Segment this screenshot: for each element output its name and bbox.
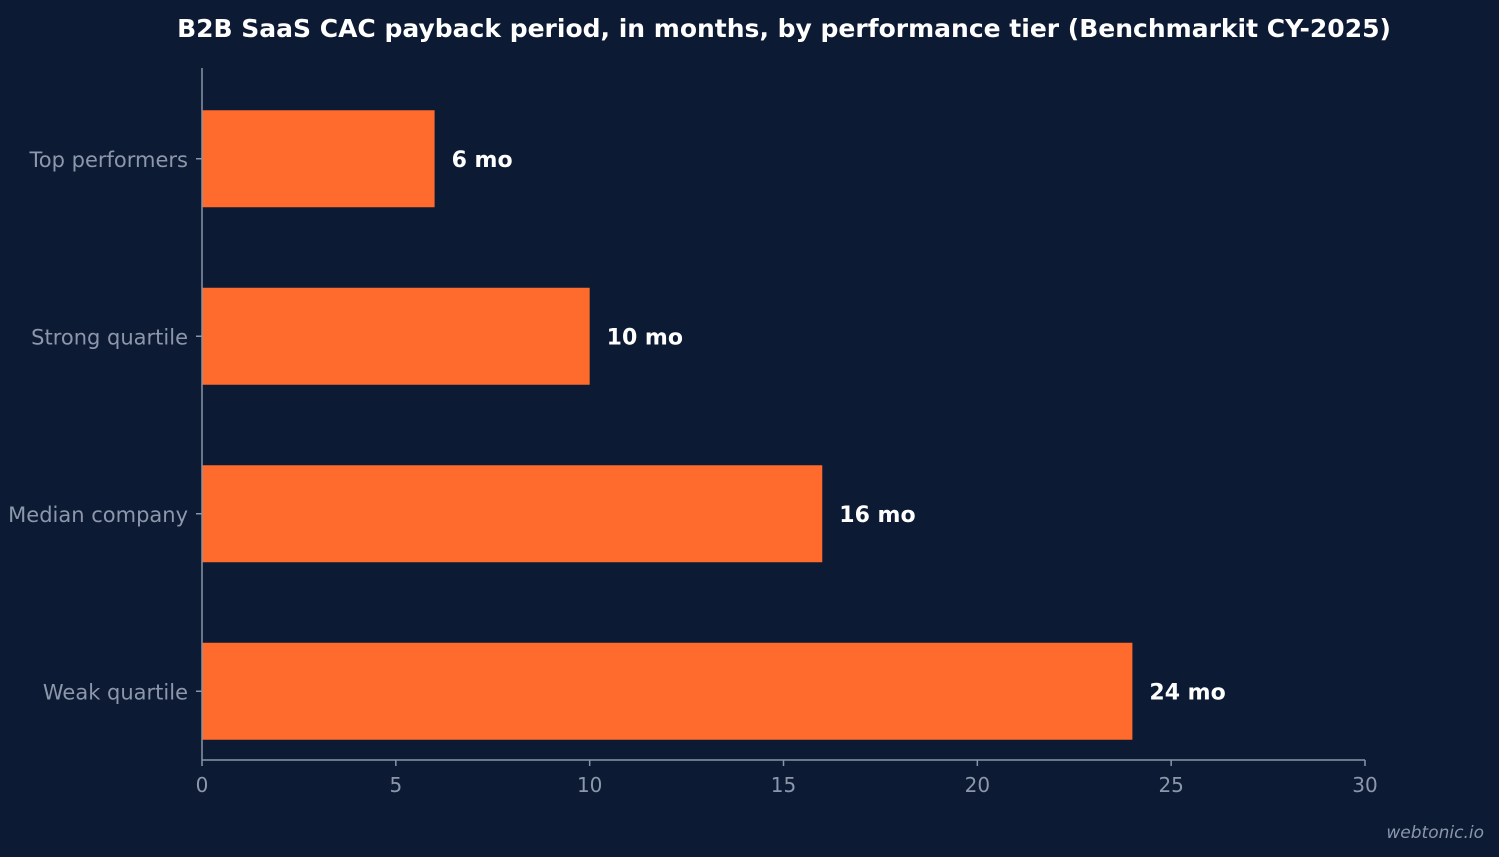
category-label: Weak quartile [43,680,188,704]
x-tick-label: 15 [771,773,796,797]
category-label: Strong quartile [31,325,188,349]
y-axis-ticks: Top performers Strong quartile Median comp… [8,148,202,704]
category-label: Median company [8,503,188,527]
category-label: Top performers [29,148,188,172]
bar [202,642,1133,740]
watermark-text: webtonic.io [1386,823,1484,843]
bar [202,465,823,563]
data-label: 6 mo [452,148,513,173]
bars-group: 6 mo 10 mo 16 mo 24 mo [202,110,1226,740]
bar [202,287,590,385]
bar [202,110,435,208]
x-axis-ticks: 0 5 10 15 20 25 30 [196,760,1378,797]
x-tick-label: 0 [196,773,209,797]
data-label: 16 mo [839,503,915,528]
x-tick-label: 30 [1352,773,1377,797]
data-label: 24 mo [1149,680,1225,705]
data-label: 10 mo [607,325,683,350]
x-tick-label: 5 [389,773,402,797]
chart-title: B2B SaaS CAC payback period, in months, … [177,14,1391,43]
x-tick-label: 10 [577,773,602,797]
x-tick-label: 20 [965,773,990,797]
x-tick-label: 25 [1158,773,1183,797]
